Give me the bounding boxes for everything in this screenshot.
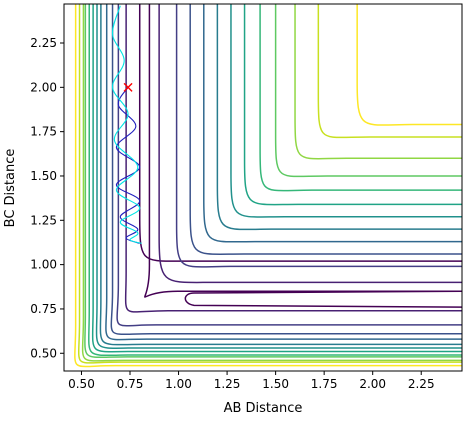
- y-tick-label: 1.75: [30, 125, 57, 139]
- x-tick-label: 1.75: [311, 377, 338, 391]
- outer-contour-9: [274, 4, 462, 178]
- y-tick-label: 0.50: [30, 346, 57, 360]
- x-tick-label: 1.00: [165, 377, 192, 391]
- outer-contour-5: [216, 4, 462, 231]
- plot-frame: [63, 3, 463, 372]
- y-tick-label: 2.25: [30, 36, 57, 50]
- inner-contour-7: [91, 4, 462, 353]
- inner-contour-6: [95, 4, 462, 349]
- y-tick-label: 1.25: [30, 213, 57, 227]
- channel-contour: [184, 290, 462, 308]
- trajectory-1: [111, 5, 142, 244]
- y-axis-ticks: 0.50 0.75 1.00 1.25 1.50 1.75 2.00 2.25: [30, 36, 64, 360]
- outer-contour-6: [230, 4, 462, 218]
- inner-contour-0: [144, 4, 462, 298]
- x-axis-ticks: 0.50 0.75 1.00 1.25 1.50 1.75 2.00 2.25: [68, 371, 435, 391]
- y-tick-label: 1.50: [30, 169, 57, 183]
- y-tick-label: 2.00: [30, 80, 57, 94]
- inner-contour-2: [116, 4, 462, 327]
- outer-contour-0: [138, 4, 462, 262]
- x-tick-label: 2.00: [359, 377, 386, 391]
- outer-contour-8: [259, 4, 462, 192]
- inner-contour-1: [124, 4, 462, 313]
- outer-contour-10: [294, 4, 462, 160]
- y-tick-label: 1.00: [30, 258, 57, 272]
- outer-contour-12: [356, 4, 462, 126]
- inner-contour-9: [84, 4, 462, 359]
- marker-stroke-b: [123, 82, 133, 92]
- outer-contour-11: [317, 4, 462, 139]
- inner-contour-12: [74, 4, 462, 368]
- outer-contour-4: [203, 4, 462, 243]
- outer-contour-7: [243, 4, 462, 206]
- inner-contour-5: [99, 4, 462, 346]
- contour-lines: [74, 4, 462, 368]
- x-tick-label: 0.50: [68, 377, 95, 391]
- inner-contour-8: [88, 4, 462, 357]
- trajectory-0: [115, 87, 141, 244]
- x-tick-label: 0.75: [117, 377, 144, 391]
- x-tick-label: 2.25: [408, 377, 435, 391]
- outer-contour-3: [189, 4, 462, 255]
- y-tick-label: 0.75: [30, 302, 57, 316]
- inner-contour-10: [81, 4, 462, 362]
- plot-area: [64, 4, 462, 371]
- inner-contour-3: [110, 4, 462, 336]
- trajectories: [111, 5, 142, 244]
- x-axis-title: AB Distance: [224, 401, 303, 416]
- x-tick-label: 1.25: [214, 377, 241, 391]
- y-axis-title: BC Distance: [3, 149, 18, 228]
- outer-contour-2: [175, 4, 462, 268]
- x-tick-label: 1.50: [262, 377, 289, 391]
- start-marker: [123, 82, 133, 92]
- outer-contour-1: [158, 4, 462, 284]
- inner-contour-11: [77, 4, 462, 364]
- inner-contour-4: [105, 4, 462, 341]
